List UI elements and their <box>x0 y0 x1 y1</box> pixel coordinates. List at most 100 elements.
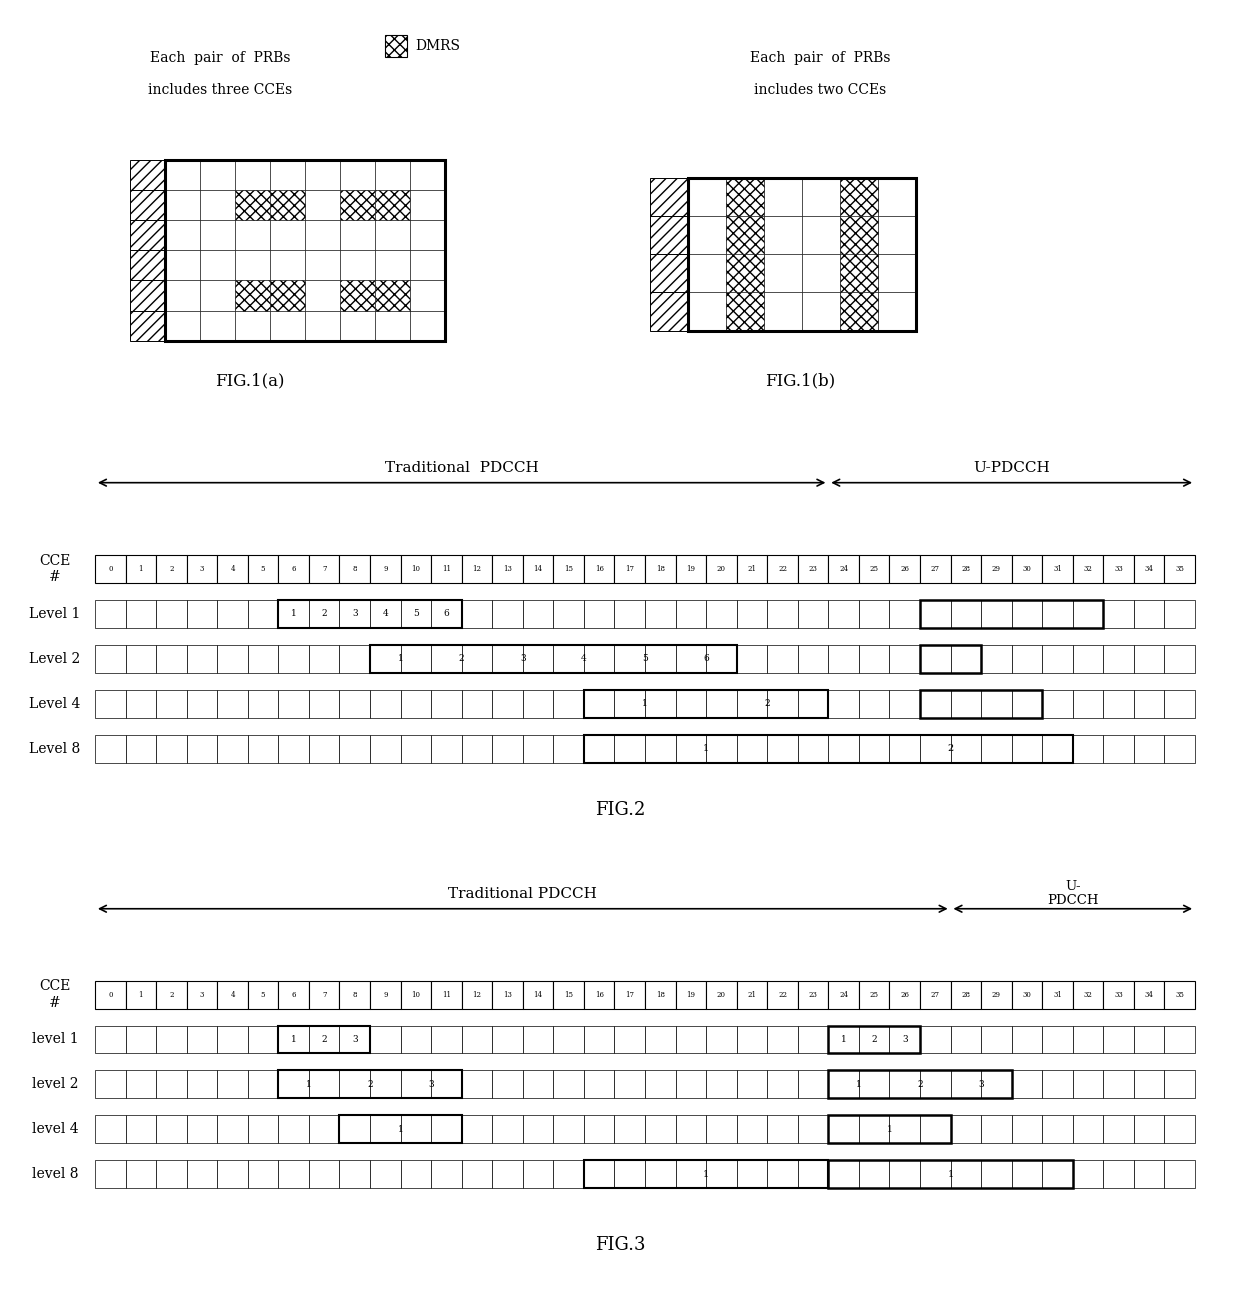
Text: 2: 2 <box>918 1079 923 1089</box>
Bar <box>95 644 125 673</box>
Bar <box>1073 555 1104 583</box>
Bar <box>828 690 859 718</box>
Bar <box>200 251 236 281</box>
Bar <box>200 221 236 251</box>
Bar <box>523 644 553 673</box>
Bar <box>1043 1116 1073 1143</box>
Text: 23: 23 <box>808 991 817 999</box>
Bar <box>645 1025 676 1053</box>
Bar <box>187 1025 217 1053</box>
Bar <box>200 310 236 340</box>
Bar <box>889 644 920 673</box>
Bar <box>839 255 878 292</box>
Bar <box>584 1160 615 1189</box>
Bar <box>920 690 951 718</box>
Bar <box>95 1070 125 1099</box>
Bar <box>370 1025 401 1053</box>
Bar <box>309 1070 340 1099</box>
Bar <box>340 1070 370 1099</box>
Bar <box>725 292 764 330</box>
Text: level 8: level 8 <box>32 1168 78 1181</box>
Bar <box>523 981 553 1008</box>
Text: 3: 3 <box>978 1079 983 1089</box>
Bar <box>839 292 878 330</box>
Bar <box>1043 735 1073 763</box>
Text: 1: 1 <box>398 1125 403 1134</box>
Text: 6: 6 <box>703 655 709 664</box>
Text: CCE
#: CCE # <box>40 979 71 1009</box>
Bar <box>523 1070 553 1099</box>
Bar <box>1012 1070 1043 1099</box>
Text: 14: 14 <box>533 565 543 573</box>
Bar <box>305 310 340 340</box>
Bar <box>706 735 737 763</box>
Bar <box>270 281 305 310</box>
Text: 2: 2 <box>321 1035 327 1044</box>
Bar <box>125 555 156 583</box>
Bar <box>645 1070 676 1099</box>
Text: 5: 5 <box>642 655 649 664</box>
Bar <box>737 644 768 673</box>
Bar <box>340 1116 370 1143</box>
Bar <box>584 1116 615 1143</box>
Bar <box>1104 735 1133 763</box>
Bar <box>878 292 916 330</box>
Bar <box>706 1160 737 1189</box>
Text: Each  pair  of  PRBs: Each pair of PRBs <box>750 51 890 65</box>
Text: 3: 3 <box>901 1035 908 1044</box>
Bar <box>706 600 737 627</box>
Text: 2: 2 <box>367 1079 373 1089</box>
Bar <box>889 555 920 583</box>
Bar <box>1012 735 1043 763</box>
Bar <box>797 1025 828 1053</box>
Bar <box>1043 1160 1073 1189</box>
Bar <box>370 981 401 1008</box>
Text: 3: 3 <box>428 1079 434 1089</box>
Text: 4: 4 <box>382 609 388 618</box>
Text: 12: 12 <box>472 565 481 573</box>
Bar <box>305 160 340 191</box>
Bar <box>523 600 553 627</box>
Text: 2: 2 <box>872 1035 877 1044</box>
Bar <box>165 310 200 340</box>
Bar <box>340 981 370 1008</box>
Bar <box>248 1160 278 1189</box>
Bar <box>951 690 981 718</box>
Bar <box>340 221 374 251</box>
Bar <box>492 1116 523 1143</box>
Bar <box>859 1116 889 1143</box>
Bar <box>236 251 270 281</box>
Bar <box>706 1116 737 1143</box>
Text: 19: 19 <box>686 991 696 999</box>
Bar <box>278 555 309 583</box>
Bar <box>951 644 981 673</box>
Bar <box>981 644 1012 673</box>
Bar <box>768 1025 797 1053</box>
Text: Traditional  PDCCH: Traditional PDCCH <box>384 461 538 474</box>
Bar <box>645 1160 676 1189</box>
Bar <box>797 735 828 763</box>
Bar <box>130 281 165 310</box>
Bar <box>340 600 370 627</box>
Bar <box>278 1070 309 1099</box>
Bar <box>130 221 165 251</box>
Bar <box>492 1160 523 1189</box>
Bar <box>461 690 492 718</box>
Bar <box>839 178 878 217</box>
Bar <box>370 644 737 673</box>
Bar <box>370 555 401 583</box>
Bar <box>706 1070 737 1099</box>
Bar <box>340 1025 370 1053</box>
Bar <box>432 1160 461 1189</box>
Text: 21: 21 <box>748 991 756 999</box>
Bar <box>165 160 200 191</box>
Bar <box>410 281 445 310</box>
Text: 7: 7 <box>322 565 326 573</box>
Bar <box>676 690 706 718</box>
Bar <box>1012 981 1043 1008</box>
Bar <box>374 310 410 340</box>
Bar <box>340 251 374 281</box>
Bar <box>340 555 370 583</box>
Bar <box>615 1116 645 1143</box>
Bar <box>187 1070 217 1099</box>
